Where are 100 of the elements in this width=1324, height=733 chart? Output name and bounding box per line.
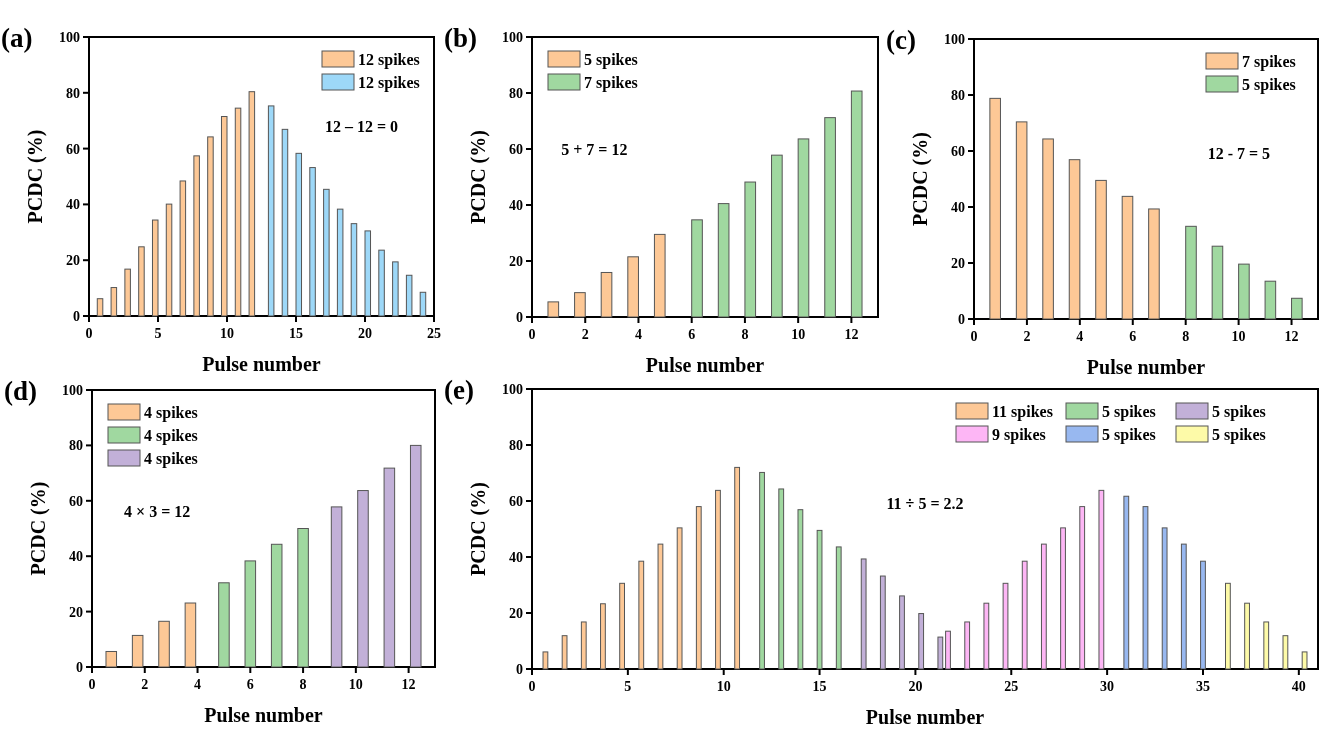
bar (744, 181, 757, 318)
bar (234, 107, 242, 317)
legend-label: 5 spikes (1212, 403, 1266, 421)
bar (392, 261, 399, 317)
bar (1123, 495, 1130, 670)
x-tick-label: 12 (844, 327, 859, 342)
y-tick-label: 20 (951, 256, 965, 271)
y-tick-label: 80 (509, 438, 523, 453)
bar (165, 203, 173, 317)
legend-label: 12 spikes (358, 51, 420, 69)
y-tick-label: 40 (951, 200, 965, 215)
x-tick-label: 20 (908, 679, 923, 694)
y-tick-label: 40 (66, 197, 80, 213)
legend-label: 5 spikes (1242, 76, 1296, 94)
legend-label: 7 spikes (1242, 53, 1296, 71)
bar (1238, 263, 1250, 320)
bar (937, 636, 944, 670)
bar (797, 138, 810, 318)
bar (1079, 506, 1086, 670)
x-axis-title: Pulse number (645, 354, 765, 376)
bar (151, 219, 159, 317)
bar (270, 543, 283, 668)
bar (835, 546, 842, 670)
x-axis-title: Pulse number (1086, 356, 1206, 378)
bar (989, 97, 1001, 320)
bar (1263, 621, 1270, 670)
y-tick-label: 40 (69, 549, 83, 565)
bar (600, 271, 613, 318)
bar (964, 621, 971, 670)
y-tick-label: 60 (69, 493, 83, 509)
bar (330, 506, 343, 668)
bar (695, 506, 702, 670)
bar (734, 466, 741, 670)
y-tick-label: 100 (62, 383, 83, 398)
bar (220, 116, 228, 317)
x-axis-title: Pulse number (204, 704, 323, 726)
bar (1244, 602, 1250, 670)
bar (945, 630, 951, 670)
x-tick-label: 10 (220, 326, 234, 341)
bar (297, 528, 309, 668)
bar (110, 287, 118, 317)
x-tick-label: 2 (141, 677, 149, 692)
bar (1142, 506, 1149, 670)
x-tick-label: 10 (1231, 329, 1246, 344)
y-tick-label: 100 (502, 30, 523, 45)
bar (983, 602, 990, 670)
legend-label: 5 spikes (584, 51, 638, 69)
x-tick-label: 0 (970, 329, 978, 344)
bar (542, 651, 549, 670)
x-tick-label: 6 (688, 327, 696, 342)
bar (323, 188, 330, 317)
bar (1185, 225, 1197, 320)
x-tick-label: 5 (624, 679, 632, 694)
y-tick-label: 0 (516, 662, 523, 677)
bar (619, 582, 625, 670)
bar (691, 219, 703, 318)
bar (1098, 489, 1105, 670)
bar (824, 117, 836, 318)
bar (405, 274, 413, 317)
bar (850, 90, 863, 318)
bar (1015, 121, 1028, 320)
y-tick-label: 80 (951, 88, 965, 103)
bar (96, 298, 104, 317)
bar (1301, 651, 1308, 670)
bar (1148, 208, 1160, 320)
y-tick-label: 0 (73, 309, 80, 324)
bar (124, 268, 131, 317)
legend-label: 5 spikes (1102, 426, 1156, 444)
x-tick-label: 4 (1076, 329, 1084, 344)
x-tick-label: 10 (716, 679, 731, 694)
legend-label: 7 spikes (584, 74, 638, 92)
y-tick-label: 80 (509, 86, 523, 101)
legend-label: 4 spikes (144, 427, 198, 445)
x-tick-label: 30 (1100, 679, 1115, 694)
y-tick-label: 20 (69, 604, 83, 620)
bar (1002, 582, 1009, 670)
bar (547, 301, 560, 318)
bar (1095, 179, 1107, 320)
bar (715, 489, 721, 670)
bar (899, 595, 905, 670)
bar (657, 543, 664, 670)
bar (778, 488, 785, 670)
x-tick-label: 12 (401, 677, 416, 692)
bar (1211, 245, 1224, 320)
bar (309, 167, 316, 317)
bar (138, 246, 145, 317)
y-tick-label: 0 (516, 310, 523, 325)
x-tick-label: 5 (154, 326, 162, 341)
x-tick-label: 2 (1023, 329, 1031, 344)
x-tick-label: 2 (581, 327, 589, 342)
y-tick-label: 20 (66, 253, 80, 269)
y-tick-label: 20 (509, 606, 523, 621)
bar (1042, 138, 1054, 320)
y-tick-label: 100 (502, 382, 523, 397)
y-axis-title: PCDC (%) (24, 129, 47, 224)
bar (267, 105, 275, 317)
y-axis-title: PCDC (%) (27, 481, 50, 576)
x-tick-label: 15 (289, 326, 303, 341)
chart-title: (a) (1, 23, 33, 53)
bar (1040, 543, 1047, 670)
